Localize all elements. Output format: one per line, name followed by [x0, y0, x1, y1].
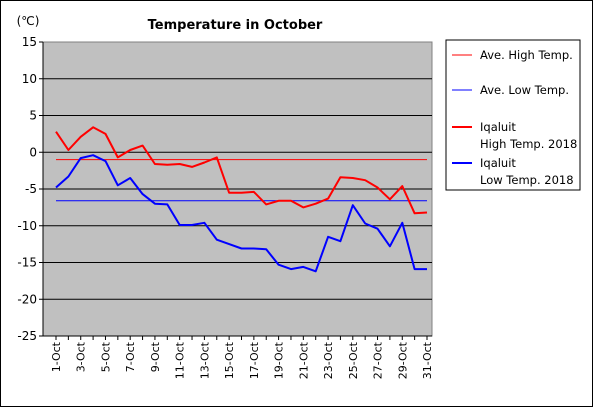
- legend-label-4: Iqaluit: [480, 156, 516, 170]
- y-tick-label: -20: [17, 292, 37, 306]
- x-tick-label: 9-Oct: [149, 341, 162, 372]
- legend: Ave. High Temp. Ave. Low Temp. Iqaluit High…: [452, 48, 577, 187]
- x-tick-label: 29-Oct: [396, 341, 409, 379]
- y-unit-label: (℃): [17, 14, 40, 28]
- legend-box: [445, 39, 581, 191]
- y-tick-label: -25: [17, 329, 37, 343]
- y-axis: 15 10 5 0 -5 -10 -15 -20 -25: [17, 35, 44, 343]
- x-tick-label: 31-Oct: [421, 341, 434, 379]
- x-axis: 1-Oct 3-Oct 5-Oct 7-Oct 9-Oct 11-Oct 13-Oct 15-…: [43, 335, 434, 379]
- x-tick-label: 21-Oct: [297, 341, 310, 379]
- y-tick-label: -10: [17, 219, 37, 233]
- series-lines: [55, 126, 428, 273]
- series-3-line: [55, 126, 428, 215]
- x-tick-label: 11-Oct: [174, 341, 187, 379]
- legend-label-2: Ave. Low Temp.: [480, 83, 569, 97]
- x-tick-label: 7-Oct: [124, 341, 137, 372]
- legend-label-3: Iqaluit: [480, 120, 516, 134]
- grid-lines: [43, 78, 432, 300]
- y-tick-label: -15: [17, 256, 37, 270]
- x-tick-label: 17-Oct: [248, 341, 261, 379]
- y-tick-label: 0: [29, 145, 37, 159]
- x-tick-label: 13-Oct: [198, 341, 211, 379]
- y-tick-label: 15: [22, 35, 37, 49]
- y-tick-label: -5: [25, 182, 37, 196]
- y-tick-label: 10: [22, 72, 37, 86]
- series-4-line: [55, 154, 427, 273]
- x-tick-label: 1-Oct: [50, 341, 63, 372]
- legend-label-4: Low Temp. 2018: [480, 173, 574, 187]
- chart-title: Temperature in October: [148, 18, 323, 33]
- x-tick-label: 27-Oct: [372, 341, 385, 379]
- x-tick-label: 3-Oct: [75, 341, 88, 372]
- x-tick-label: 25-Oct: [347, 341, 360, 379]
- x-tick-label: 19-Oct: [273, 341, 286, 379]
- legend-label-1: Ave. High Temp.: [480, 48, 573, 62]
- legend-label-3: High Temp. 2018: [480, 137, 577, 151]
- x-tick-label: 23-Oct: [322, 341, 335, 379]
- x-tick-label: 5-Oct: [99, 341, 112, 372]
- y-tick-label: 5: [29, 109, 37, 123]
- x-tick-label: 15-Oct: [223, 341, 236, 379]
